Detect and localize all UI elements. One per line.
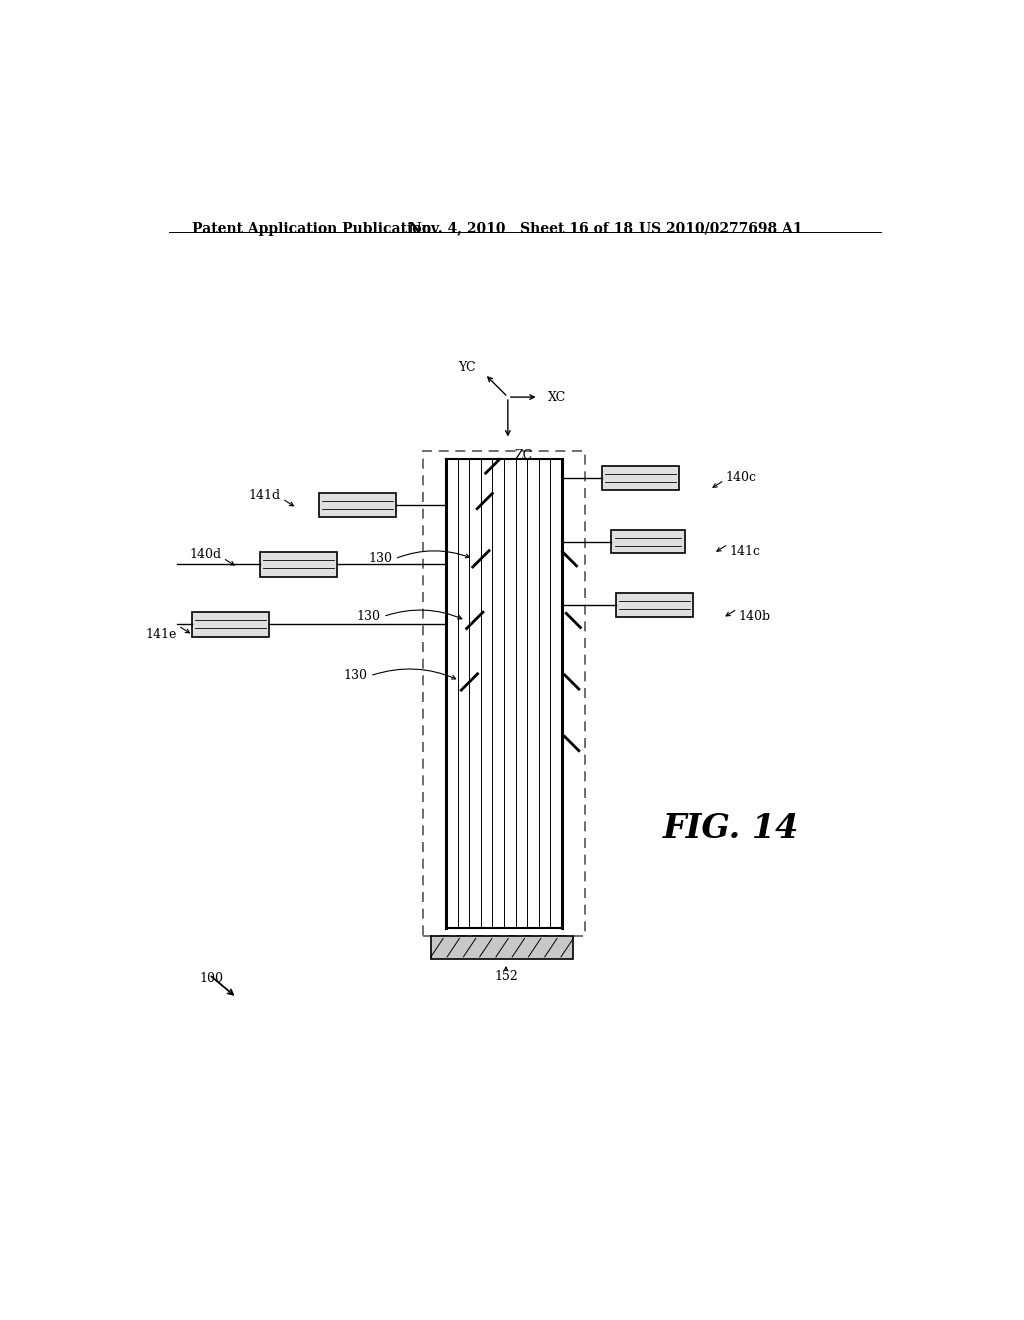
- Text: 130: 130: [369, 552, 392, 565]
- Bar: [319, 492, 396, 517]
- Text: ZC: ZC: [514, 449, 532, 462]
- Bar: [431, 936, 573, 960]
- Text: 141c: 141c: [730, 545, 761, 557]
- Text: YC: YC: [458, 362, 475, 375]
- Text: 141e: 141e: [145, 628, 177, 640]
- Bar: [193, 612, 269, 636]
- Bar: [611, 531, 685, 553]
- Text: 130: 130: [356, 610, 381, 623]
- Text: XC: XC: [548, 391, 566, 404]
- Bar: [602, 466, 679, 490]
- Text: FIG. 14: FIG. 14: [663, 812, 800, 845]
- Bar: [615, 593, 692, 618]
- Text: 140d: 140d: [189, 548, 221, 561]
- Text: US 2010/0277698 A1: US 2010/0277698 A1: [639, 222, 802, 235]
- Text: 152: 152: [494, 970, 518, 982]
- Text: Patent Application Publication: Patent Application Publication: [193, 222, 432, 235]
- Text: 100: 100: [200, 972, 224, 985]
- Bar: [423, 451, 585, 936]
- Text: 140b: 140b: [739, 610, 771, 623]
- Bar: [260, 552, 337, 577]
- Text: 130: 130: [344, 669, 368, 682]
- Text: Nov. 4, 2010   Sheet 16 of 18: Nov. 4, 2010 Sheet 16 of 18: [410, 222, 633, 235]
- Text: 140c: 140c: [726, 471, 757, 484]
- Text: 141d: 141d: [249, 490, 281, 502]
